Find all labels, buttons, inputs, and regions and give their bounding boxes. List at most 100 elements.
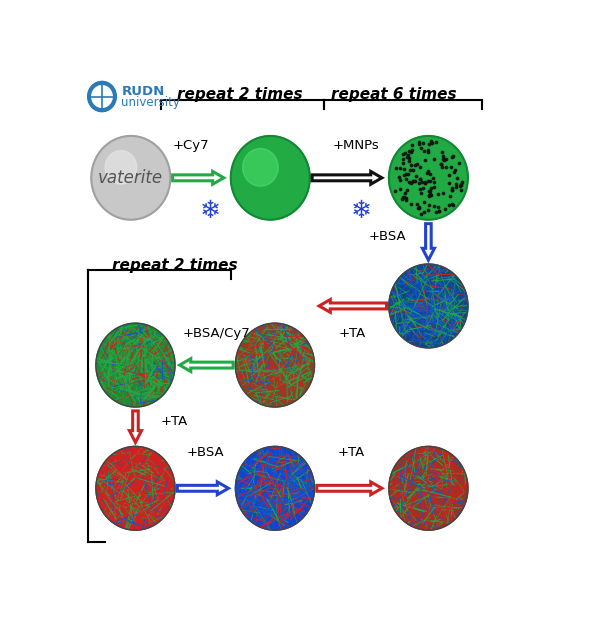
Point xyxy=(423,166,433,176)
Point xyxy=(451,182,461,193)
Point xyxy=(444,178,454,188)
Point xyxy=(395,163,405,173)
Point xyxy=(410,176,420,186)
Point xyxy=(449,167,458,177)
Text: +BSA/Cy7: +BSA/Cy7 xyxy=(183,326,251,340)
Point xyxy=(412,159,421,170)
Point xyxy=(457,179,466,189)
Point xyxy=(418,183,428,193)
Point xyxy=(402,152,412,162)
Point xyxy=(424,205,433,215)
Point xyxy=(444,170,454,180)
Point xyxy=(390,186,400,196)
Point xyxy=(429,182,439,193)
Point xyxy=(421,155,430,165)
Point xyxy=(437,147,446,157)
Text: repeat 6 times: repeat 6 times xyxy=(331,86,457,102)
Text: +Cy7: +Cy7 xyxy=(173,140,209,152)
Point xyxy=(426,184,436,194)
Point xyxy=(408,176,418,186)
Circle shape xyxy=(105,150,137,184)
Point xyxy=(433,202,443,212)
Text: +TA: +TA xyxy=(338,446,365,460)
Point xyxy=(448,183,457,193)
Text: RUDN: RUDN xyxy=(121,85,165,98)
Point xyxy=(399,191,409,202)
Point xyxy=(406,160,416,170)
Point xyxy=(431,137,441,147)
Point xyxy=(404,169,413,179)
Point xyxy=(448,150,458,161)
Point xyxy=(424,186,434,196)
Point xyxy=(425,169,434,179)
Circle shape xyxy=(92,86,112,108)
Text: ❄: ❄ xyxy=(350,199,371,223)
Circle shape xyxy=(242,148,278,186)
Point xyxy=(429,177,439,187)
Point xyxy=(398,191,407,202)
Circle shape xyxy=(389,136,468,220)
Point xyxy=(420,177,430,187)
Point xyxy=(401,169,411,179)
Text: ❄: ❄ xyxy=(199,199,220,223)
Point xyxy=(424,176,433,186)
FancyArrow shape xyxy=(130,411,142,442)
Point xyxy=(398,158,408,168)
Circle shape xyxy=(231,136,310,220)
Circle shape xyxy=(91,136,170,220)
Circle shape xyxy=(88,82,116,111)
Point xyxy=(416,188,426,198)
Point xyxy=(431,207,441,218)
Circle shape xyxy=(96,447,175,530)
FancyArrow shape xyxy=(179,358,233,371)
Point xyxy=(398,149,408,159)
Point xyxy=(406,164,415,175)
Point xyxy=(416,209,425,219)
Circle shape xyxy=(235,447,314,530)
Point xyxy=(447,185,457,195)
Point xyxy=(448,185,457,195)
Point xyxy=(415,161,425,172)
Point xyxy=(441,161,451,172)
Text: +TA: +TA xyxy=(161,415,188,428)
Point xyxy=(446,162,456,172)
Point xyxy=(421,177,430,188)
Point xyxy=(395,184,405,194)
Point xyxy=(436,159,446,169)
Text: +MNPs: +MNPs xyxy=(333,140,380,152)
Point xyxy=(448,152,457,162)
Point xyxy=(407,140,416,150)
Text: repeat 2 times: repeat 2 times xyxy=(112,257,238,273)
Text: +BSA: +BSA xyxy=(368,230,406,243)
FancyArrow shape xyxy=(173,172,224,184)
Point xyxy=(425,189,434,200)
Point xyxy=(415,202,424,212)
Point xyxy=(440,154,449,164)
Circle shape xyxy=(96,323,175,407)
Text: +BSA: +BSA xyxy=(187,446,224,460)
Point xyxy=(401,195,411,205)
Point xyxy=(427,138,436,148)
Point xyxy=(398,154,408,164)
Point xyxy=(412,172,421,182)
Point xyxy=(417,177,427,188)
Point xyxy=(399,164,409,174)
Point xyxy=(419,146,429,156)
Text: vaterite: vaterite xyxy=(98,169,163,187)
FancyArrow shape xyxy=(312,172,382,184)
Point xyxy=(429,154,439,164)
Point xyxy=(394,172,403,182)
Point xyxy=(401,173,411,184)
Point xyxy=(412,199,422,209)
Point xyxy=(456,180,466,191)
Point xyxy=(434,205,443,216)
Point xyxy=(439,188,448,198)
Point xyxy=(413,203,423,213)
Point xyxy=(395,175,404,185)
Point xyxy=(451,179,460,189)
Point xyxy=(448,200,458,211)
Point xyxy=(415,174,425,184)
Point xyxy=(456,184,466,195)
Point xyxy=(410,160,420,170)
Point xyxy=(439,154,448,164)
